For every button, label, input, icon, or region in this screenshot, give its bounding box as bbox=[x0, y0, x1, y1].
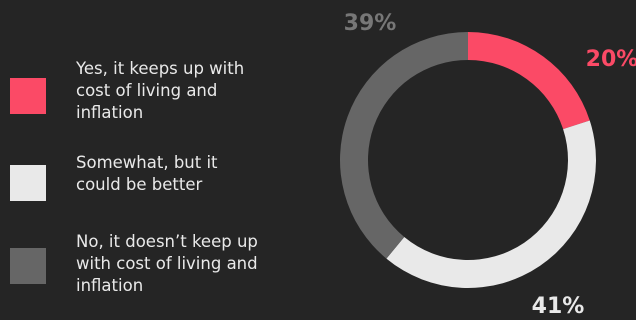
donut-slice-yes bbox=[468, 32, 590, 130]
legend-label-no: No, it doesn’t keep up with cost of livi… bbox=[76, 231, 291, 297]
data-label-yes: 20% bbox=[586, 47, 636, 72]
data-label-somewhat: 41% bbox=[532, 294, 585, 319]
legend-line: inflation bbox=[76, 276, 144, 295]
legend-line: Somewhat, but it bbox=[76, 153, 218, 172]
legend-swatch-somewhat bbox=[10, 165, 46, 201]
legend-line: inflation bbox=[76, 103, 144, 122]
donut-slice-somewhat bbox=[386, 120, 596, 288]
legend-label-yes: Yes, it keeps up with cost of living and… bbox=[76, 58, 291, 124]
legend-line: with cost of living and bbox=[76, 254, 258, 273]
chart-legend: Yes, it keeps up with cost of living and… bbox=[0, 0, 300, 320]
legend-label-somewhat: Somewhat, but it could be better bbox=[76, 152, 291, 196]
legend-line: Yes, it keeps up with bbox=[76, 59, 245, 78]
donut-slice-no bbox=[340, 32, 468, 259]
data-label-no: 39% bbox=[344, 11, 397, 36]
legend-line: No, it doesn’t keep up bbox=[76, 232, 258, 251]
legend-line: could be better bbox=[76, 175, 203, 194]
legend-swatch-no bbox=[10, 248, 46, 284]
legend-swatch-yes bbox=[10, 78, 46, 114]
legend-line: cost of living and bbox=[76, 81, 218, 100]
